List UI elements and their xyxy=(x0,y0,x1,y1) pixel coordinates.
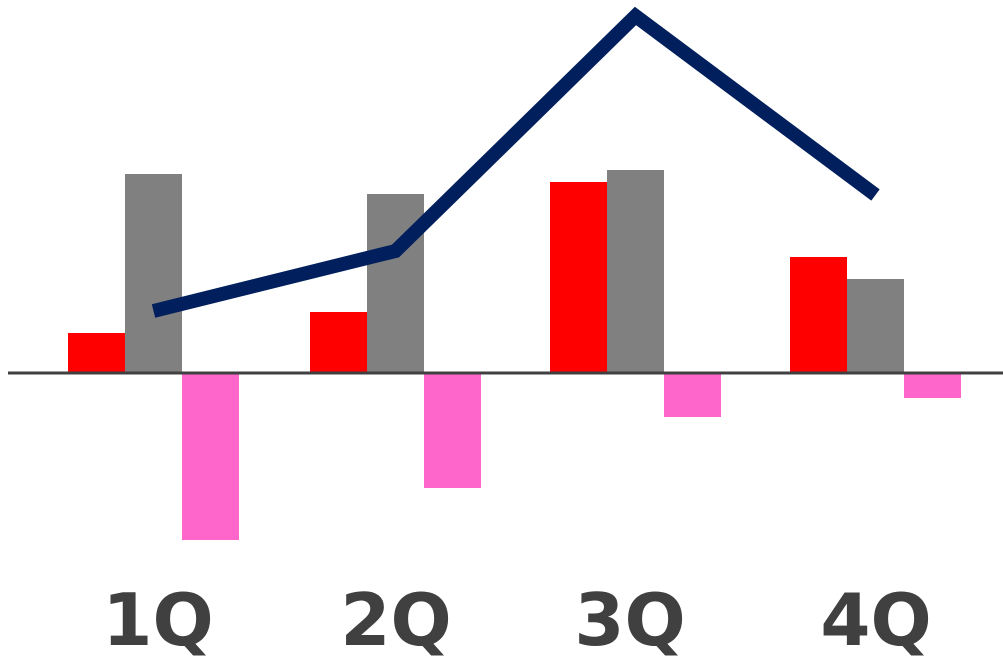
line-series-1 xyxy=(151,6,880,318)
bar-1q-series-2 xyxy=(125,174,182,373)
line-layer xyxy=(151,6,880,318)
bar-4q-series-2 xyxy=(847,279,904,373)
category-label-2q: 2Q xyxy=(340,578,451,658)
bar-2q-series-2 xyxy=(367,194,424,373)
bar-1q-series-1 xyxy=(68,333,125,373)
category-label-1q: 1Q xyxy=(102,578,213,658)
bar-3q-series-3 xyxy=(664,373,721,417)
bar-2q-series-1 xyxy=(310,312,367,373)
category-labels: 1Q 2Q 3Q 4Q xyxy=(102,578,931,658)
bar-4q-series-3 xyxy=(904,373,961,398)
category-label-4q: 4Q xyxy=(820,578,931,658)
bar-4q-series-1 xyxy=(790,257,847,373)
bar-3q-series-2 xyxy=(607,170,664,373)
bars-layer xyxy=(68,170,961,540)
bar-2q-series-3 xyxy=(424,373,481,488)
bar-3q-series-1 xyxy=(550,182,607,373)
bar-1q-series-3 xyxy=(182,373,239,540)
category-label-3q: 3Q xyxy=(574,578,685,658)
